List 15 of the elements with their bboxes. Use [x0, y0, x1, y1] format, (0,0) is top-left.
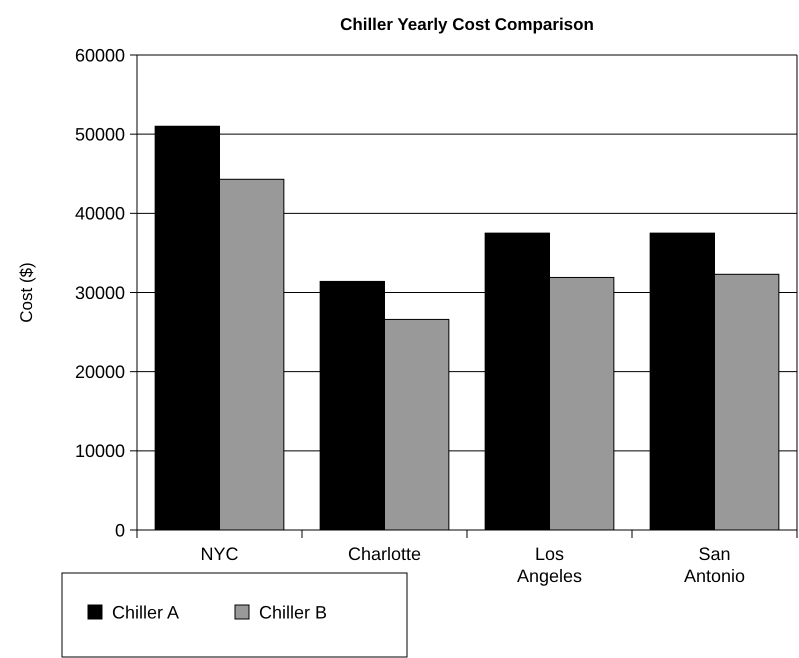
- legend-label: Chiller B: [259, 602, 328, 622]
- y-tick-label: 10000: [74, 441, 125, 462]
- y-axis-title: Cost ($): [17, 262, 36, 323]
- x-tick-label: Charlotte: [348, 544, 422, 564]
- y-tick-label: 0: [114, 520, 125, 540]
- y-tick-label: 60000: [74, 45, 125, 66]
- legend-label: Chiller A: [112, 602, 180, 622]
- y-tick-label: 30000: [74, 282, 125, 303]
- y-tick-label: 50000: [74, 124, 125, 144]
- x-tick-label: Los Angeles: [516, 544, 582, 586]
- x-tick-label: NYC: [200, 544, 239, 564]
- y-tick-label: 20000: [74, 362, 125, 382]
- x-tick-label: San Antonio: [684, 544, 746, 586]
- y-tick-label: 40000: [74, 204, 125, 224]
- chart-title: Chiller Yearly Cost Comparison: [340, 15, 594, 34]
